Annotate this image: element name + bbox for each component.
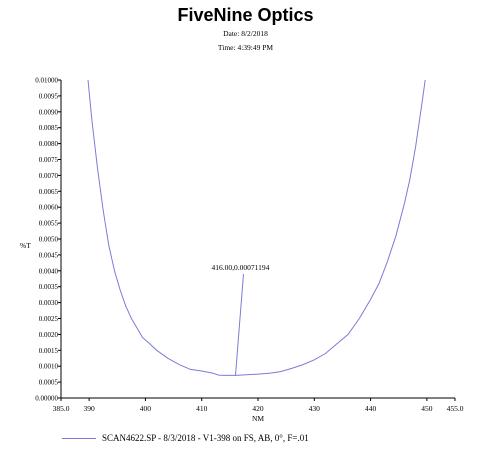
x-tick-label: 400 (140, 404, 152, 413)
x-tick-label: 430 (309, 404, 321, 413)
y-tick-label: 0.0090 (39, 108, 59, 116)
y-tick-label: 0.0055 (39, 220, 59, 228)
report-date: Date: 8/2/2018 (223, 29, 268, 38)
y-tick-label: 0.0030 (39, 299, 59, 307)
y-tick-label: 0.0015 (39, 347, 59, 355)
y-tick-label: 0.0070 (39, 172, 59, 180)
report-time: Time: 4:39:49 PM (217, 43, 274, 52)
x-tick-label: 440 (365, 404, 377, 413)
x-tick-label: 410 (196, 404, 208, 413)
y-tick-label: 0.0080 (39, 140, 59, 148)
legend: SCAN4622.SP - 8/3/2018 - V1-398 on FS, A… (62, 432, 309, 444)
legend-label: SCAN4622.SP - 8/3/2018 - V1-398 on FS, A… (102, 433, 309, 443)
annotation-leader-line (234, 273, 244, 376)
y-tick-label: 0.0065 (39, 188, 59, 196)
y-tick-label: 0.0020 (39, 331, 59, 339)
x-axis-ticks: 385.0 390 400 410 420 430 440 450 455.0 (53, 398, 464, 413)
x-tick-label: 390 (84, 404, 96, 413)
y-tick-label: 0.00000 (35, 395, 58, 403)
y-axis-ticks: 0.00000 0.0005 0.0010 0.0015 0.0020 0.0025 0.0… (35, 77, 61, 403)
x-tick-label: 385.0 (53, 404, 70, 413)
chart-title: FiveNine Optics (177, 5, 314, 25)
x-tick-label: 420 (252, 404, 264, 413)
y-tick-label: 0.0050 (39, 236, 59, 244)
y-tick-label: 0.0060 (39, 204, 59, 212)
y-tick-label: 0.0035 (39, 283, 59, 291)
y-axis-label: %T (20, 241, 31, 250)
y-tick-label: 0.0040 (39, 267, 59, 275)
y-tick-label: 0.0075 (39, 156, 59, 164)
y-tick-label: 0.01000 (35, 77, 58, 85)
y-tick-label: 0.0095 (39, 92, 59, 100)
x-axis-label: NM (252, 414, 264, 423)
x-tick-label: 450 (421, 404, 433, 413)
y-tick-label: 0.0005 (39, 379, 59, 387)
y-tick-label: 0.0045 (39, 251, 59, 259)
legend-swatch (62, 437, 96, 439)
x-tick-label: 455.0 (447, 404, 464, 413)
series-line (87, 79, 426, 376)
y-tick-label: 0.0085 (39, 124, 59, 132)
y-tick-label: 0.0025 (39, 315, 59, 323)
y-tick-label: 0.0010 (39, 363, 59, 371)
annotation-label: 416.00,0.00071194 (212, 263, 270, 272)
